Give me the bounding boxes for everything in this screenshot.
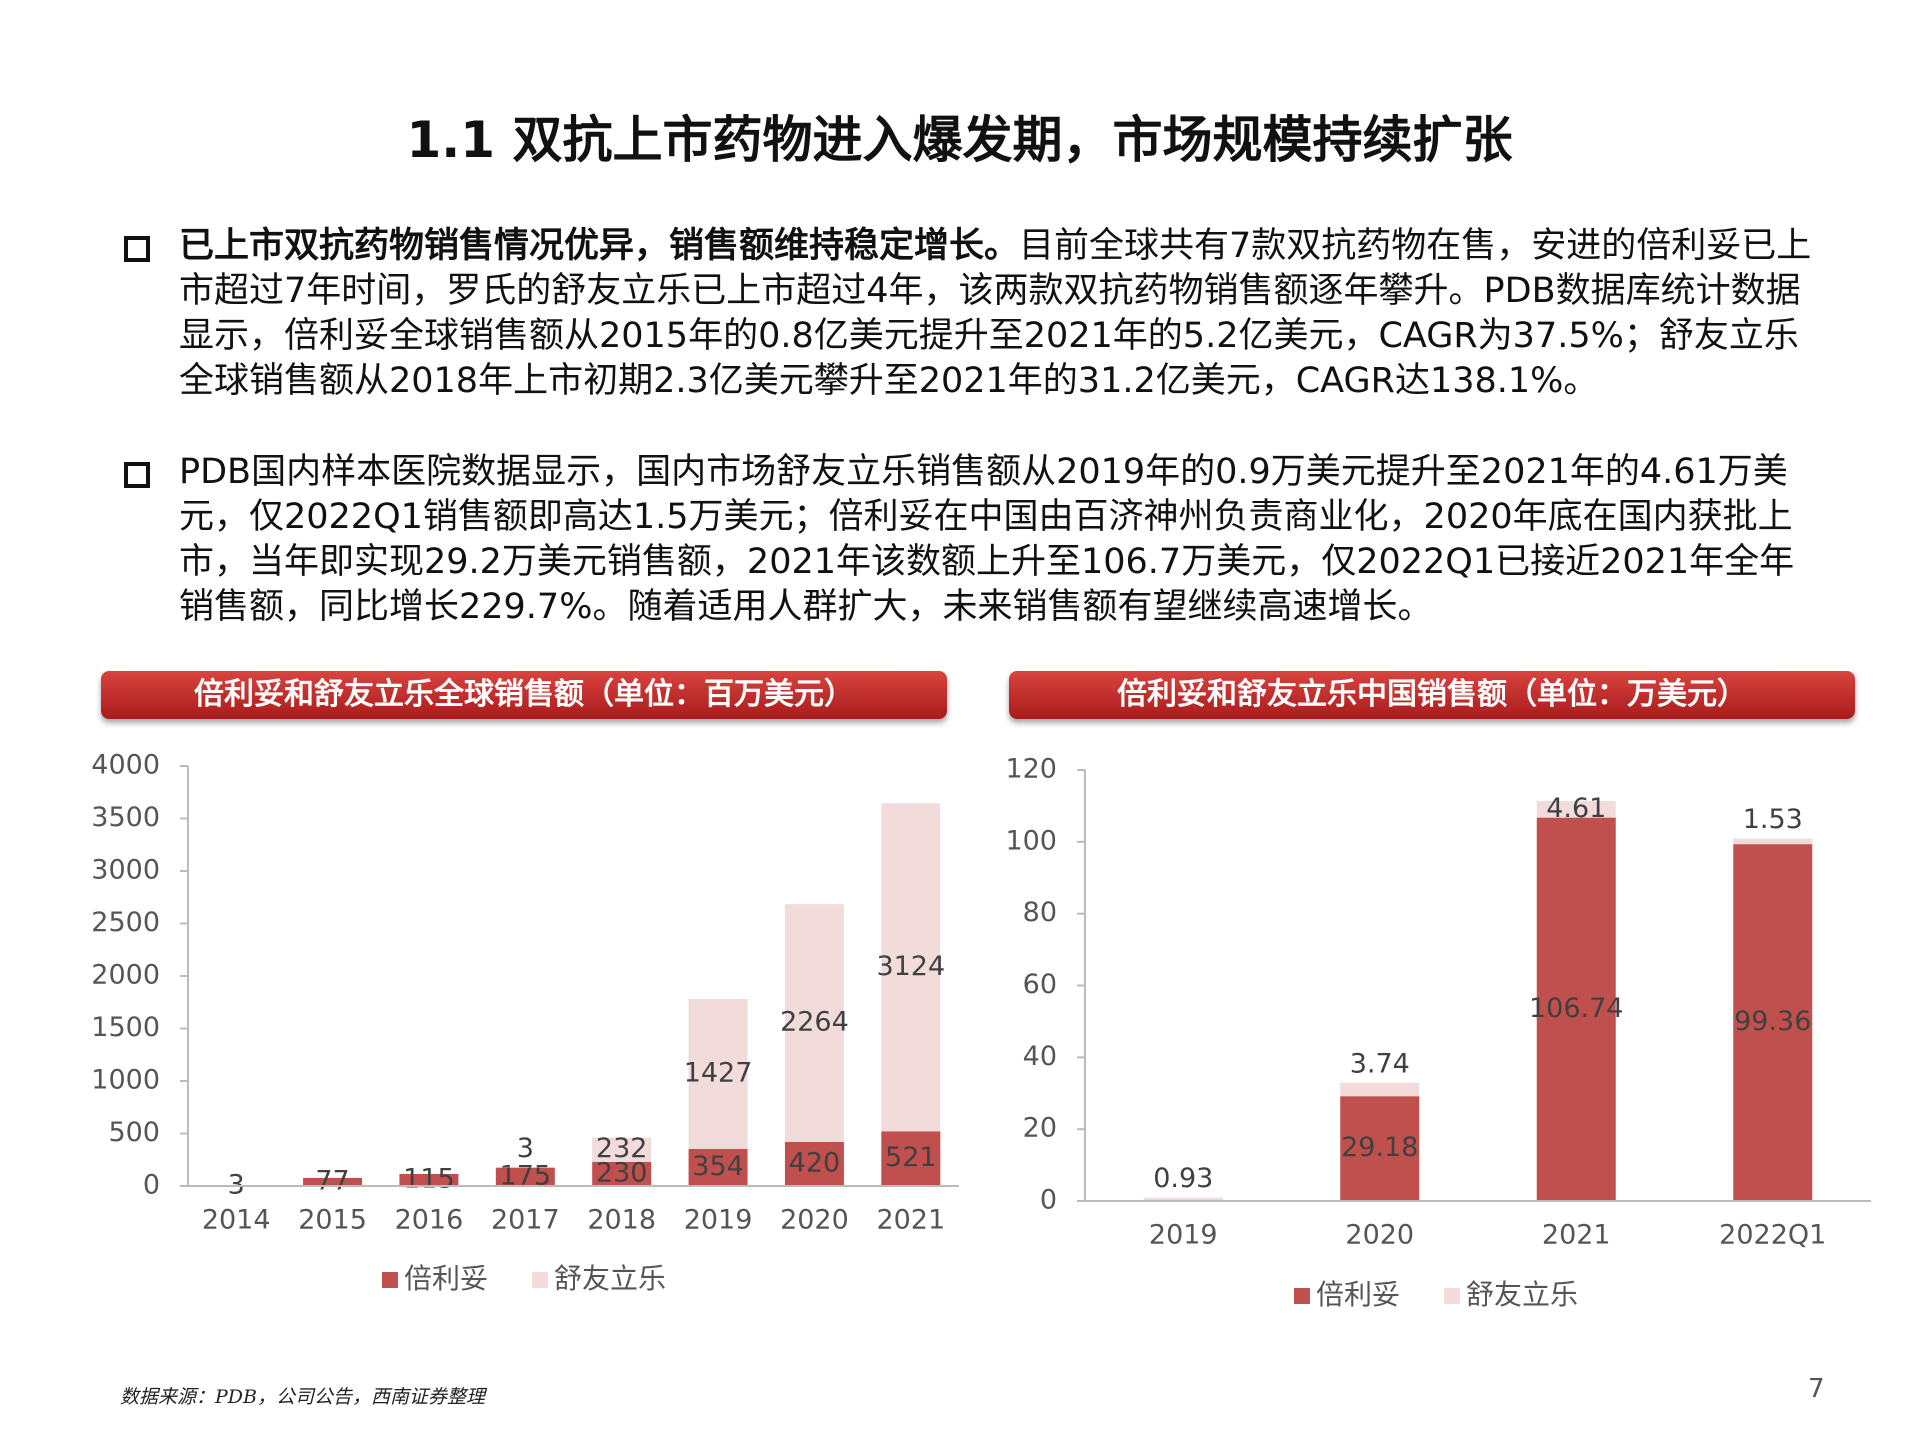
y-tick-label: 4000 bbox=[91, 750, 160, 781]
bullet-box bbox=[124, 236, 150, 262]
x-tick-label: 2020 bbox=[1345, 1220, 1414, 1251]
x-tick-label: 2019 bbox=[1149, 1220, 1218, 1251]
y-tick-label: 3000 bbox=[91, 855, 160, 886]
legend-swatch bbox=[532, 1272, 548, 1288]
value-label: 232 bbox=[596, 1133, 648, 1164]
bar-segment bbox=[688, 998, 748, 1149]
y-tick-label: 100 bbox=[1005, 825, 1057, 856]
y-tick-label: 120 bbox=[1005, 754, 1057, 785]
bar-segment bbox=[1733, 844, 1813, 1201]
value-label: 354 bbox=[692, 1151, 744, 1182]
legend-swatch bbox=[382, 1272, 398, 1288]
value-label: 99.36 bbox=[1734, 1006, 1811, 1037]
bar-segment bbox=[881, 803, 941, 1132]
bar-segment bbox=[303, 1177, 363, 1186]
value-label: 3124 bbox=[876, 951, 945, 982]
x-tick-label: 2016 bbox=[395, 1205, 464, 1236]
value-label: 29.18 bbox=[1341, 1132, 1418, 1163]
x-tick-label: 2018 bbox=[587, 1205, 656, 1236]
x-tick-label: 2014 bbox=[202, 1205, 271, 1236]
bar-segment bbox=[688, 1148, 748, 1186]
value-label: 106.74 bbox=[1529, 993, 1623, 1024]
page-number: 7 bbox=[1808, 1374, 1825, 1404]
value-label: 0.93 bbox=[1153, 1163, 1213, 1194]
bullet: PDB国内样本医院数据显示，国内市场舒友立乐销售额从2019年的0.9万美元提升… bbox=[124, 450, 1824, 630]
bar-segment bbox=[1340, 1096, 1420, 1201]
bar-segment bbox=[495, 1167, 555, 1186]
y-tick-label: 1500 bbox=[91, 1012, 160, 1043]
bar-segment bbox=[399, 1173, 459, 1186]
y-tick-label: 0 bbox=[1040, 1185, 1057, 1216]
y-tick-label: 2500 bbox=[91, 907, 160, 938]
bullet-bold: 已上市双抗药物销售情况优异，销售额维持稳定增长。 bbox=[179, 226, 1020, 266]
bullet-box bbox=[124, 462, 150, 488]
bullet-text: PDB国内样本医院数据显示，国内市场舒友立乐销售额从2019年的0.9万美元提升… bbox=[179, 452, 1795, 627]
bar-segment bbox=[881, 1131, 941, 1186]
bar-segment bbox=[1733, 838, 1813, 845]
legend-label: 舒友立乐 bbox=[1466, 1278, 1578, 1311]
y-tick-label: 80 bbox=[1023, 897, 1057, 928]
value-label: 3 bbox=[517, 1133, 534, 1164]
x-tick-label: 2015 bbox=[298, 1205, 367, 1236]
chart-title: 倍利妥和舒友立乐全球销售额（单位：百万美元） bbox=[101, 671, 947, 719]
value-label: 2264 bbox=[780, 1007, 849, 1038]
value-label: 230 bbox=[596, 1157, 648, 1188]
x-tick-label: 2017 bbox=[491, 1205, 560, 1236]
value-label: 4.61 bbox=[1546, 793, 1606, 824]
source: 数据来源：PDB，公司公告，西南证券整理 bbox=[120, 1386, 485, 1408]
y-tick-label: 1000 bbox=[91, 1065, 160, 1096]
bar-segment bbox=[592, 1137, 652, 1162]
y-tick-label: 3500 bbox=[91, 802, 160, 833]
chart-title: 倍利妥和舒友立乐中国销售额（单位：万美元） bbox=[1009, 671, 1855, 719]
legend-swatch bbox=[1294, 1288, 1310, 1304]
legend-swatch bbox=[1444, 1288, 1460, 1304]
x-tick-label: 2020 bbox=[780, 1205, 849, 1236]
slide-title: 1.1 双抗上市药物进入爆发期，市场规模持续扩张 bbox=[406, 111, 1513, 169]
bar-segment bbox=[592, 1161, 652, 1186]
x-tick-label: 2022Q1 bbox=[1719, 1220, 1826, 1251]
y-tick-label: 40 bbox=[1023, 1041, 1057, 1072]
y-tick-label: 0 bbox=[143, 1170, 160, 1201]
value-label: 1427 bbox=[684, 1057, 753, 1088]
value-label: 77 bbox=[315, 1165, 349, 1196]
bullet-text: 目前全球共有7款双抗药物在售，安进的倍利妥已上市超过7年时间，罗氏的舒友立乐已上… bbox=[179, 226, 1812, 401]
bar-segment bbox=[1536, 817, 1616, 1201]
y-tick-label: 60 bbox=[1023, 969, 1057, 1000]
value-label: 3 bbox=[228, 1169, 245, 1200]
bullet: 已上市双抗药物销售情况优异，销售额维持稳定增长。目前全球共有7款双抗药物在售，安… bbox=[124, 224, 1824, 404]
value-label: 521 bbox=[885, 1142, 937, 1173]
bar-segment bbox=[1340, 1082, 1420, 1097]
y-tick-label: 500 bbox=[108, 1117, 160, 1148]
bar-segment bbox=[1143, 1197, 1223, 1201]
x-tick-label: 2021 bbox=[1542, 1220, 1611, 1251]
legend-label: 舒友立乐 bbox=[554, 1262, 666, 1295]
legend-label: 倍利妥 bbox=[1316, 1278, 1400, 1311]
bar-segment bbox=[784, 1141, 844, 1186]
value-label: 420 bbox=[789, 1147, 841, 1178]
y-tick-label: 2000 bbox=[91, 960, 160, 991]
value-label: 3.74 bbox=[1350, 1048, 1410, 1079]
bar-segment bbox=[1536, 801, 1616, 818]
value-label: 115 bbox=[403, 1163, 455, 1194]
bar-segment bbox=[784, 904, 844, 1142]
x-tick-label: 2021 bbox=[876, 1205, 945, 1236]
y-tick-label: 20 bbox=[1023, 1113, 1057, 1144]
value-label: 1.53 bbox=[1743, 804, 1803, 835]
x-tick-label: 2019 bbox=[684, 1205, 753, 1236]
legend-label: 倍利妥 bbox=[404, 1262, 488, 1295]
